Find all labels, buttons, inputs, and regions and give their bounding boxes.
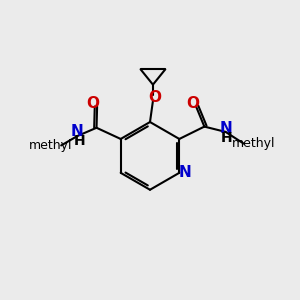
Text: H: H bbox=[220, 131, 232, 146]
Text: N: N bbox=[220, 121, 233, 136]
Text: methyl: methyl bbox=[29, 139, 73, 152]
Text: O: O bbox=[186, 95, 199, 110]
Text: methyl: methyl bbox=[232, 137, 276, 150]
Text: O: O bbox=[86, 95, 99, 110]
Text: O: O bbox=[148, 90, 161, 105]
Text: N: N bbox=[71, 124, 84, 140]
Text: H: H bbox=[73, 134, 85, 148]
Text: N: N bbox=[178, 165, 191, 180]
